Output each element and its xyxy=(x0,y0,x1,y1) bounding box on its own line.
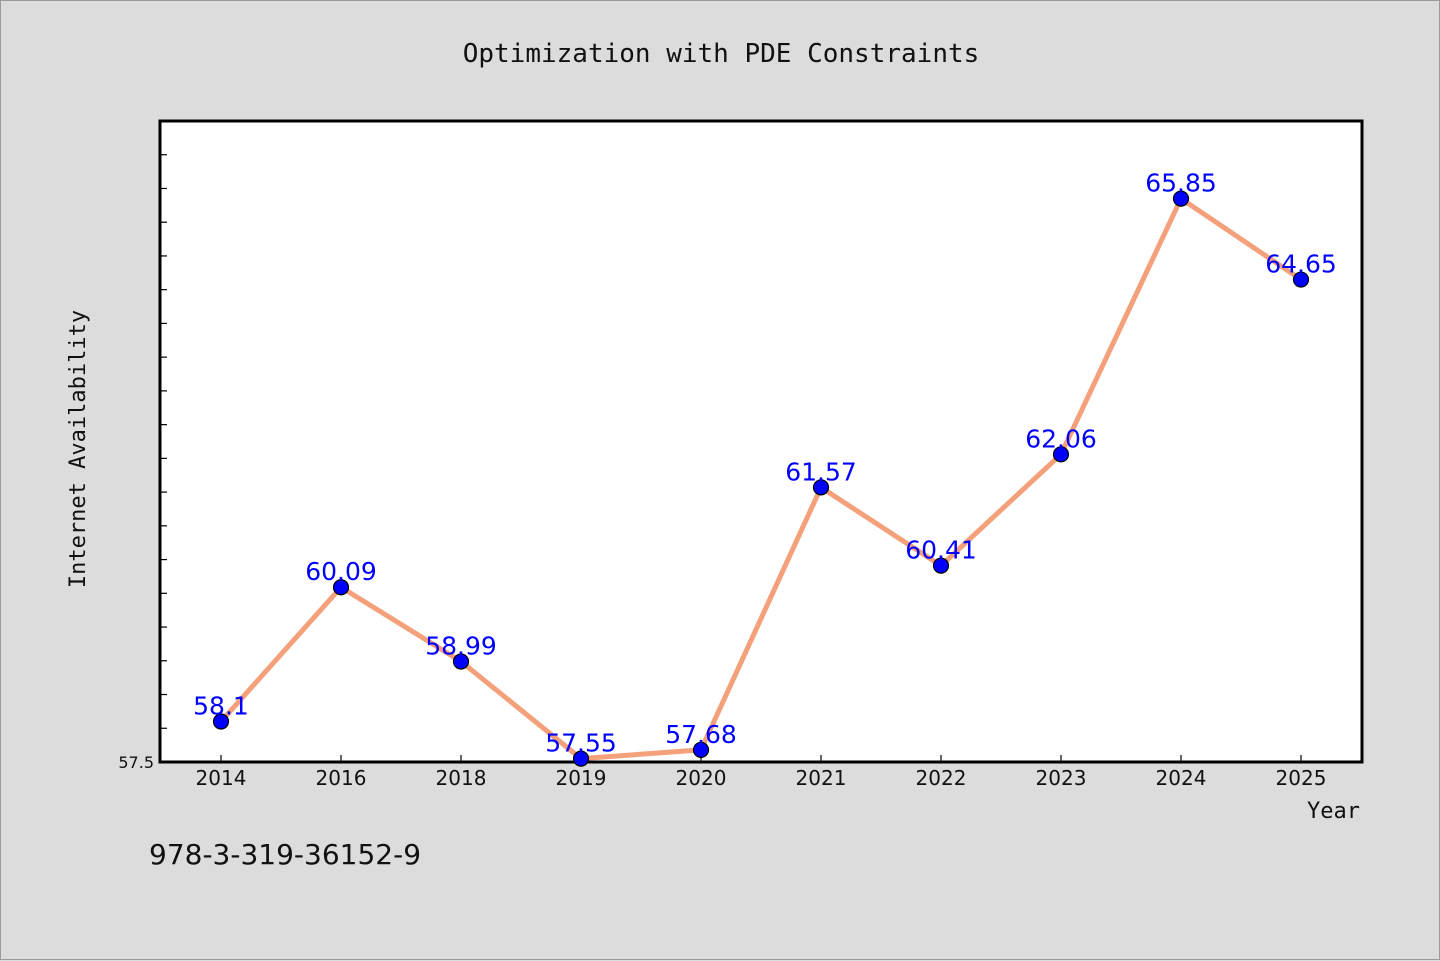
plot-area xyxy=(158,119,1364,764)
x-tick-label-2020: 2020 xyxy=(676,766,727,790)
x-tick-label-2022: 2022 xyxy=(916,766,967,790)
x-axis-label: Year xyxy=(1307,799,1360,824)
series-line-group xyxy=(218,196,1304,762)
data-label-2023: 62.06 xyxy=(1025,424,1097,453)
data-point-2024 xyxy=(1172,190,1190,207)
data-point-2025 xyxy=(1292,271,1310,288)
x-tick-label-2014: 2014 xyxy=(196,766,247,790)
data-point-2019 xyxy=(572,750,590,767)
x-tick-label-2018: 2018 xyxy=(436,766,487,790)
data-label-2014: 58.1 xyxy=(193,692,249,721)
data-point-2020 xyxy=(692,741,710,758)
data-point-2014 xyxy=(212,713,230,730)
data-label-2018: 58.99 xyxy=(425,631,497,660)
x-tick-label-2019: 2019 xyxy=(556,766,607,790)
data-point-2021 xyxy=(812,479,830,496)
y-tick-label-57-5: 57.5 xyxy=(118,753,154,772)
data-point-2018 xyxy=(452,653,470,670)
data-point-2016 xyxy=(332,579,350,596)
data-point-2022 xyxy=(932,557,950,574)
data-label-2022: 60.41 xyxy=(905,536,977,565)
data-point-2023 xyxy=(1052,446,1070,463)
data-label-2021: 61.57 xyxy=(785,457,857,486)
x-tick-label-2024: 2024 xyxy=(1156,766,1207,790)
series-line xyxy=(218,196,1304,762)
y-axis-label: Internet Availability xyxy=(66,310,91,588)
isbn-annotation: 978-3-319-36152-9 xyxy=(149,838,421,871)
data-label-2016: 60.09 xyxy=(305,557,377,586)
x-tick-label-2023: 2023 xyxy=(1036,766,1087,790)
data-label-group: 58.1 60.09 58.99 57.55 57.68 61.57 60.41 62.06 6… xyxy=(193,169,1337,758)
x-tick-label-2016: 2016 xyxy=(316,766,367,790)
data-label-2025: 64.65 xyxy=(1265,250,1337,279)
x-axis-ticks: 2014 2016 2018 2019 2020 2021 2022 2023 2024 2025 xyxy=(196,755,1327,790)
data-label-2020: 57.68 xyxy=(665,720,737,749)
x-tick-label-2021: 2021 xyxy=(796,766,847,790)
data-label-2024: 65.85 xyxy=(1145,169,1217,198)
data-label-2019: 57.55 xyxy=(545,729,617,758)
y-axis-ticks xyxy=(160,120,167,763)
x-tick-label-2025: 2025 xyxy=(1276,766,1327,790)
chart-title: Optimization with PDE Constraints xyxy=(463,39,980,69)
marker-group xyxy=(212,190,1310,767)
